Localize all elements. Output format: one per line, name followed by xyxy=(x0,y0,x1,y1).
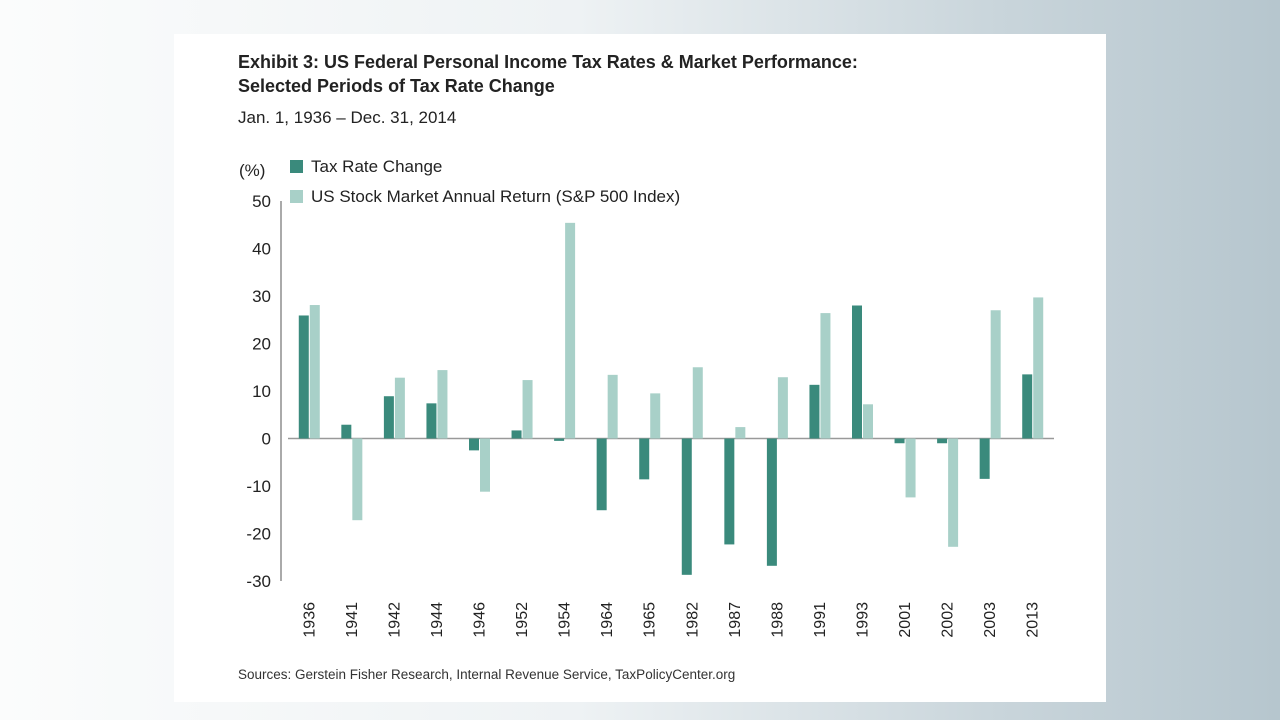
bar-market-return xyxy=(437,370,448,439)
x-tick-label: 1942 xyxy=(386,602,403,638)
bar-market-return xyxy=(352,438,363,521)
bar-tax-rate-change xyxy=(554,438,565,441)
x-tick-label: 2013 xyxy=(1025,602,1042,638)
bar-tax-rate-change xyxy=(809,384,820,439)
bar-market-return xyxy=(394,377,405,439)
bar-tax-rate-change xyxy=(596,438,607,511)
bar-market-return xyxy=(650,393,661,439)
bar-market-return xyxy=(777,377,788,439)
y-tick-label: 30 xyxy=(252,287,271,306)
x-tick-label: 1991 xyxy=(812,602,829,638)
chart-card: Exhibit 3: US Federal Personal Income Ta… xyxy=(174,34,1106,702)
bar-tax-rate-change xyxy=(766,438,777,566)
bar-tax-rate-change xyxy=(937,438,948,444)
x-tick-label: 1944 xyxy=(429,602,446,638)
bar-tax-rate-change xyxy=(298,315,309,439)
y-axis-label: (%) xyxy=(239,161,265,180)
y-tick-label: -30 xyxy=(246,572,271,591)
chart-plot: Tax Rate Change US Stock Market Annual Re… xyxy=(239,157,1054,638)
bar-tax-rate-change xyxy=(724,438,735,545)
y-tick-label: 40 xyxy=(252,240,271,259)
bar-tax-rate-change xyxy=(894,438,905,444)
y-tick-label: -20 xyxy=(246,525,271,544)
x-tick-label: 2001 xyxy=(897,602,914,638)
y-tick-label: -10 xyxy=(246,477,271,496)
x-tick-label: 1982 xyxy=(684,602,701,638)
bar-market-return xyxy=(905,438,916,498)
x-tick-label: 2003 xyxy=(982,602,999,638)
chart-legend: Tax Rate Change US Stock Market Annual Re… xyxy=(290,157,680,206)
x-tick-label: 1964 xyxy=(599,602,616,638)
bars-group xyxy=(298,222,1044,575)
bar-tax-rate-change xyxy=(639,438,650,480)
chart-subtitle: Jan. 1, 1936 – Dec. 31, 2014 xyxy=(238,108,457,127)
bar-tax-rate-change xyxy=(1022,374,1033,439)
bar-tax-rate-change xyxy=(511,430,522,439)
y-axis: (%) 50 40 30 20 10 0 -10 -20 -30 xyxy=(239,161,1054,591)
bar-market-return xyxy=(1033,297,1044,439)
bar-market-return xyxy=(863,404,873,439)
bar-market-return xyxy=(607,374,618,439)
bar-tax-rate-change xyxy=(979,438,990,479)
x-axis: 1936 1941 1942 1944 1946 1952 1954 1964 1965 1982… xyxy=(301,602,1041,638)
chart-title-line-2: Selected Periods of Tax Rate Change xyxy=(238,76,555,96)
bar-market-return xyxy=(948,438,959,547)
x-tick-label: 1965 xyxy=(642,602,659,638)
bar-market-return xyxy=(309,305,320,439)
sources-note: Sources: Gerstein Fisher Research, Inter… xyxy=(238,667,736,682)
legend-swatch xyxy=(290,160,303,173)
x-tick-label: 1941 xyxy=(344,602,361,638)
y-tick-label: 10 xyxy=(252,382,271,401)
x-tick-label: 1993 xyxy=(855,602,872,638)
x-tick-label: 1936 xyxy=(301,602,318,638)
bar-market-return xyxy=(735,427,746,439)
x-tick-label: 1946 xyxy=(472,602,489,638)
legend-label: Tax Rate Change xyxy=(311,157,442,176)
bar-market-return xyxy=(522,380,533,439)
legend-label: US Stock Market Annual Return (S&P 500 I… xyxy=(311,187,680,206)
x-tick-label: 1952 xyxy=(514,602,531,638)
bar-tax-rate-change xyxy=(383,396,394,439)
bar-market-return xyxy=(820,313,831,439)
bar-tax-rate-change xyxy=(469,438,479,451)
legend-swatch xyxy=(290,190,303,203)
bar-tax-rate-change xyxy=(426,403,437,439)
bar-tax-rate-change xyxy=(852,305,862,439)
bar-market-return xyxy=(480,438,490,492)
chart-title-line-1: Exhibit 3: US Federal Personal Income Ta… xyxy=(238,52,858,72)
y-tick-label: 50 xyxy=(252,192,271,211)
x-tick-label: 1988 xyxy=(769,602,786,638)
bar-market-return xyxy=(692,367,703,439)
y-tick-label: 20 xyxy=(252,335,271,354)
bar-market-return xyxy=(990,310,1001,439)
y-tick-label: 0 xyxy=(262,430,271,449)
x-tick-label: 1987 xyxy=(727,602,744,638)
bar-tax-rate-change xyxy=(681,438,692,575)
chart-title: Exhibit 3: US Federal Personal Income Ta… xyxy=(238,50,858,98)
bar-tax-rate-change xyxy=(341,424,352,439)
bar-market-return xyxy=(565,222,576,439)
x-tick-label: 1954 xyxy=(557,602,574,638)
x-tick-label: 2002 xyxy=(940,602,957,638)
